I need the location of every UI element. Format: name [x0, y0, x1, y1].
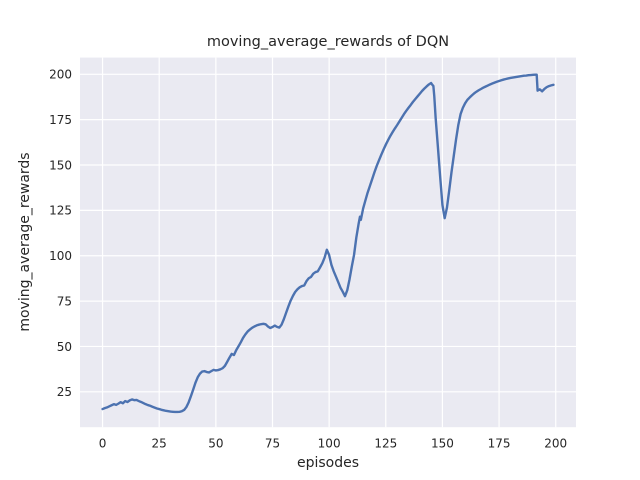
chart-title: moving_average_rewards of DQN — [206, 34, 450, 50]
x-tick-label: 100 — [318, 437, 341, 451]
y-tick-label: 25 — [57, 385, 72, 399]
x-tick-label: 50 — [208, 437, 223, 451]
y-tick-label: 150 — [49, 158, 72, 172]
x-tick-label: 125 — [374, 437, 397, 451]
x-tick-label: 75 — [265, 437, 280, 451]
y-tick-label: 50 — [57, 340, 72, 354]
x-tick-label: 200 — [544, 437, 567, 451]
y-tick-label: 100 — [49, 249, 72, 263]
y-tick-label: 75 — [57, 294, 72, 308]
y-tick-label: 175 — [49, 113, 72, 127]
axes-background — [80, 57, 576, 428]
x-tick-label: 150 — [431, 437, 454, 451]
y-tick-label: 200 — [49, 68, 72, 82]
y-tick-label: 125 — [49, 204, 72, 218]
y-axis-label: moving_average_rewards — [17, 152, 33, 332]
x-tick-label: 0 — [99, 437, 107, 451]
x-tick-label: 25 — [152, 437, 167, 451]
reward-curve — [101, 73, 555, 414]
x-axis-label: episodes — [296, 455, 360, 471]
x-tick-label: 175 — [488, 437, 511, 451]
